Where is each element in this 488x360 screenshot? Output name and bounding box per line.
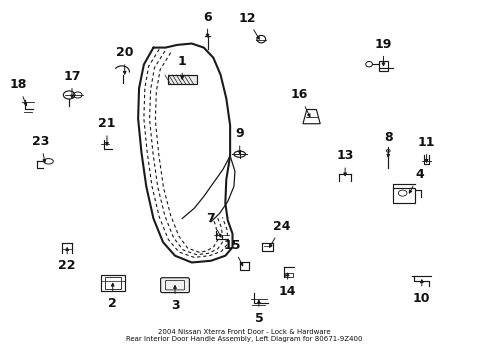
Text: 19: 19 — [374, 38, 391, 66]
Text: 6: 6 — [203, 11, 211, 37]
Text: 18: 18 — [10, 78, 27, 105]
Text: 14: 14 — [278, 273, 296, 298]
Text: 5: 5 — [254, 300, 263, 325]
Text: 20: 20 — [116, 46, 133, 74]
Bar — [392, 188, 414, 203]
Text: 10: 10 — [412, 280, 429, 305]
Text: 12: 12 — [238, 12, 259, 39]
Bar — [167, 75, 196, 85]
Text: 8: 8 — [383, 131, 392, 157]
Text: 2: 2 — [108, 283, 117, 310]
Bar — [104, 277, 121, 289]
Text: 23: 23 — [32, 135, 49, 162]
Text: 17: 17 — [63, 70, 81, 98]
Text: 16: 16 — [290, 89, 309, 117]
Text: 7: 7 — [206, 212, 221, 237]
Bar — [378, 62, 387, 71]
Text: 13: 13 — [336, 149, 353, 176]
Text: Rear Interior Door Handle Assembly, Left Diagram for 80671-9Z400: Rear Interior Door Handle Assembly, Left… — [126, 336, 362, 342]
FancyBboxPatch shape — [160, 278, 189, 293]
Text: 1: 1 — [178, 55, 186, 79]
Text: 3: 3 — [170, 285, 179, 312]
Text: 9: 9 — [235, 127, 244, 154]
Text: 22: 22 — [59, 248, 76, 273]
Text: 4: 4 — [408, 168, 423, 193]
Text: 2004 Nissan Xterra Front Door - Lock & Hardware: 2004 Nissan Xterra Front Door - Lock & H… — [158, 329, 330, 335]
Text: 15: 15 — [224, 239, 242, 266]
Bar — [284, 273, 293, 277]
Text: 21: 21 — [98, 117, 116, 145]
Bar — [101, 275, 124, 291]
Text: 24: 24 — [269, 220, 290, 247]
Text: 11: 11 — [417, 136, 434, 162]
